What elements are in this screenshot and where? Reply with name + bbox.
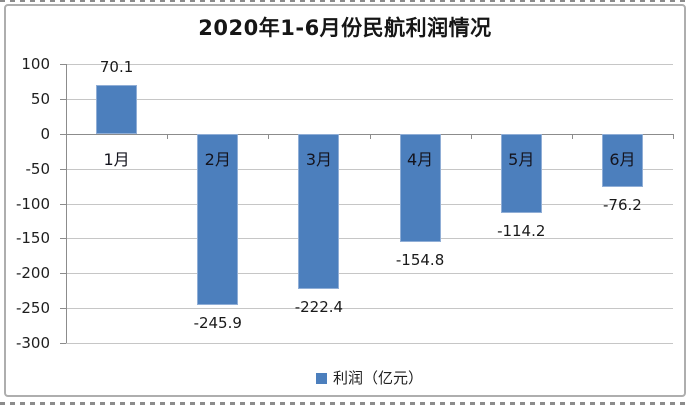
bar [399, 133, 441, 242]
y-tick-label: -300 [15, 334, 50, 352]
category-label: 2月 [204, 149, 231, 169]
y-tick-label: 50 [30, 89, 50, 108]
y-tick-label: 0 [40, 124, 50, 143]
data-label: -222.4 [294, 297, 344, 316]
data-label: -114.2 [497, 222, 546, 241]
legend-label: 利润（亿元） [332, 369, 423, 387]
gridline [66, 343, 673, 344]
y-tick-label: -100 [15, 194, 50, 213]
y-axis-line [66, 64, 67, 343]
y-tick-label: 100 [21, 55, 50, 73]
gridline [66, 273, 673, 275]
y-axis-tick [60, 168, 66, 170]
bar [96, 84, 138, 134]
bar [298, 133, 340, 289]
category-label: 5月 [508, 149, 535, 169]
chart-frame [4, 4, 686, 397]
y-axis-tick [60, 98, 66, 100]
data-label: -76.2 [603, 195, 642, 214]
y-axis-tick [60, 64, 66, 65]
bar [601, 133, 643, 187]
x-axis-tick [571, 133, 573, 139]
chart-title: 2020年1-6月份民航利润情况 [198, 16, 492, 40]
data-label: -245.9 [193, 314, 242, 333]
gridline [66, 203, 673, 205]
gridline [66, 64, 673, 65]
gridline [66, 308, 673, 310]
y-axis-tick [60, 203, 66, 205]
y-tick-label: -250 [15, 299, 50, 318]
category-label: 1月 [103, 149, 130, 169]
category-label: 3月 [305, 149, 332, 169]
y-tick-label: -150 [15, 229, 50, 248]
x-axis-tick [673, 133, 674, 139]
y-axis-tick [60, 343, 66, 344]
x-axis-tick [268, 133, 270, 139]
x-axis-tick [470, 133, 472, 139]
gridline [66, 98, 673, 100]
selection-marquee-bottom [0, 402, 690, 405]
category-label: 6月 [609, 149, 636, 169]
bar [197, 133, 239, 306]
y-axis-tick [60, 273, 66, 275]
x-axis-tick [167, 133, 169, 139]
gridline [66, 168, 673, 170]
y-tick-label: -200 [15, 264, 50, 283]
y-axis-tick [60, 238, 66, 240]
data-label: 70.1 [99, 57, 134, 76]
legend-marker-icon [315, 372, 327, 384]
category-label: 4月 [406, 149, 434, 169]
data-label: -154.8 [395, 250, 445, 269]
x-axis-tick [66, 133, 67, 139]
bar [500, 133, 542, 214]
x-axis-tick [369, 133, 371, 139]
y-axis-tick [60, 133, 66, 135]
y-axis-tick [60, 308, 66, 310]
gridline [66, 238, 673, 240]
legend: 利润（亿元） [66, 369, 673, 387]
y-tick-label: -50 [25, 159, 51, 178]
selection-marquee-top [0, 0, 690, 2]
